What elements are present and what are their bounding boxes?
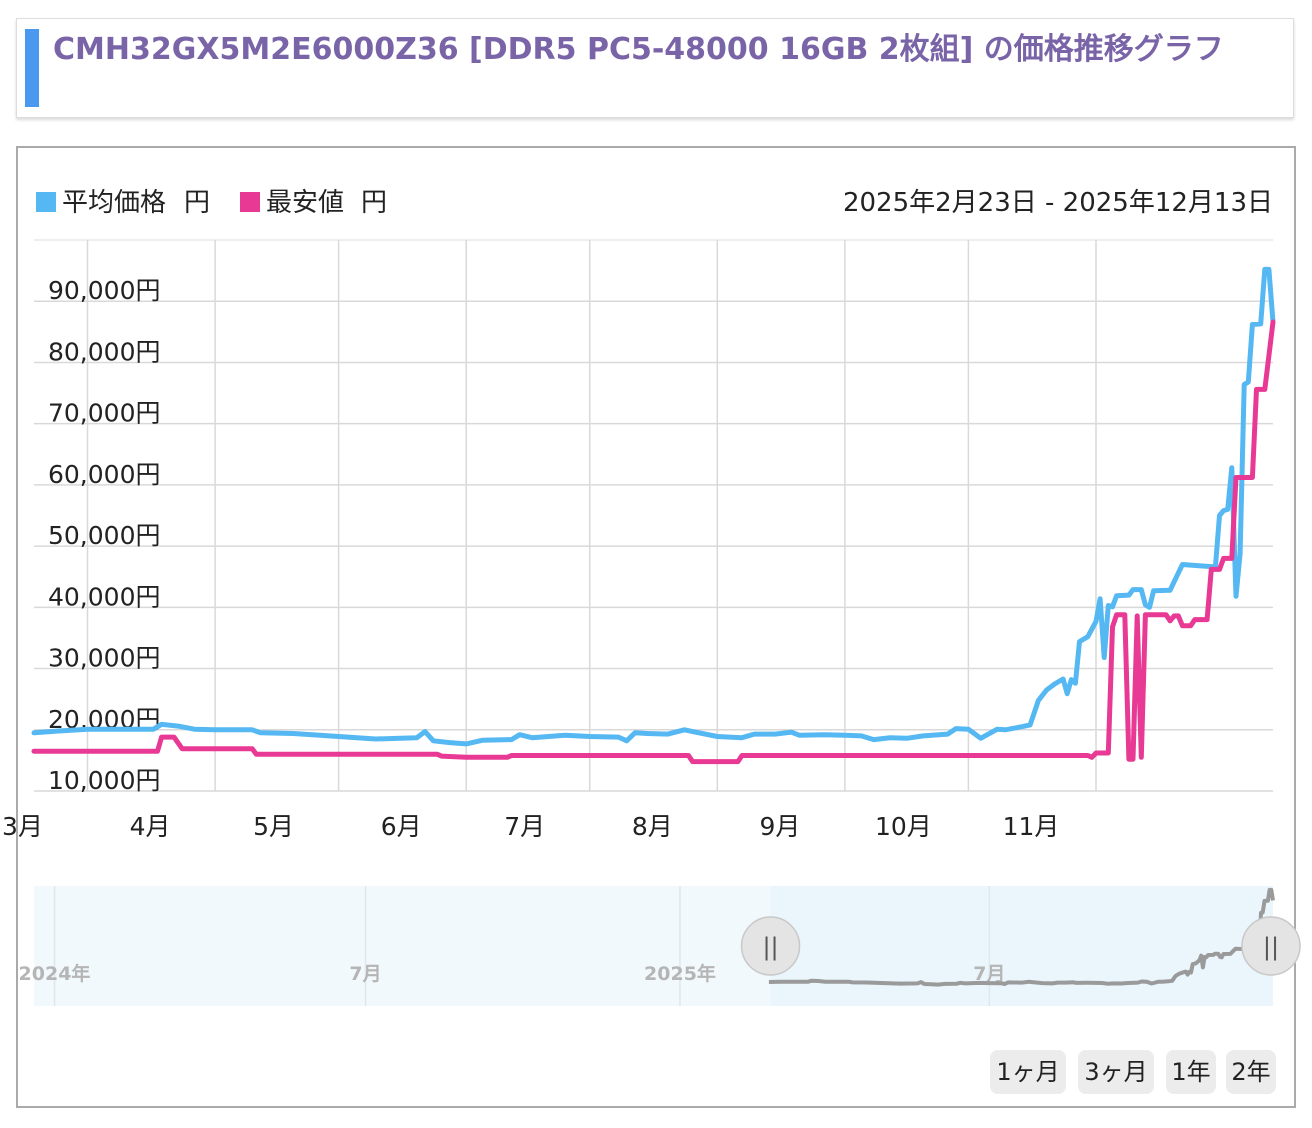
x-tick-label: 9月 [759,812,800,841]
y-tick-label: 10,000円 [48,766,160,795]
x-tick-label: 11月 [1003,812,1060,841]
y-tick-label: 50,000円 [48,521,160,550]
navigator-handle-left[interactable] [740,916,801,976]
y-tick-label: 80,000円 [48,337,160,366]
legend-swatch-lowest [240,192,260,212]
x-tick-label: 10月 [875,812,932,841]
y-tick-label: 40,000円 [48,582,160,611]
navigator-handle-right-grip: || [1263,933,1279,961]
x-tick-label: 3月 [2,812,43,841]
navigator-series-line [768,887,1275,987]
navigator-selected-range[interactable] [770,886,1273,1006]
navigator-handle-left-grip: || [762,933,778,961]
title-accent-bar [25,29,39,107]
range-button-3months[interactable]: 3ヶ月 [1078,1050,1154,1094]
legend-unit: 円 [184,188,210,218]
navigator-label: 7月 [349,963,381,985]
x-tick-label: 6月 [381,812,422,841]
navigator-label: 2025年 [644,962,716,985]
x-tick-label: 5月 [253,812,294,841]
navigator-label: 2024年 [19,962,91,985]
legend-unit: 円 [361,188,387,218]
y-tick-label: 90,000円 [48,276,160,305]
range-button-1year[interactable]: 1年 [1166,1050,1216,1094]
page-title: CMH32GX5M2E6000Z36 [DDR5 PC5-48000 16GB … [53,32,1224,67]
series-line-average-price [31,266,1276,747]
range-button-2years[interactable]: 2年 [1226,1050,1276,1094]
legend-swatch-average [36,192,56,212]
x-tick-label: 7月 [504,812,545,841]
series-line-lowest-price [31,319,1276,765]
title-box: CMH32GX5M2E6000Z36 [DDR5 PC5-48000 16GB … [16,18,1294,118]
y-tick-label: 30,000円 [48,644,160,673]
x-tick-label: 4月 [130,812,171,841]
y-tick-label: 60,000円 [48,460,160,489]
date-range-label: 2025年2月23日 - 2025年12月13日 [843,188,1273,218]
navigator-label: 7月 [973,963,1005,985]
navigator-handle-right[interactable] [1241,916,1301,976]
x-tick-label: 8月 [632,812,673,841]
legend-label-lowest[interactable]: 最安値 [266,188,344,218]
legend-label-average[interactable]: 平均価格 [62,188,166,218]
range-button-1month[interactable]: 1ヶ月 [990,1050,1066,1094]
y-tick-label: 70,000円 [48,399,160,428]
